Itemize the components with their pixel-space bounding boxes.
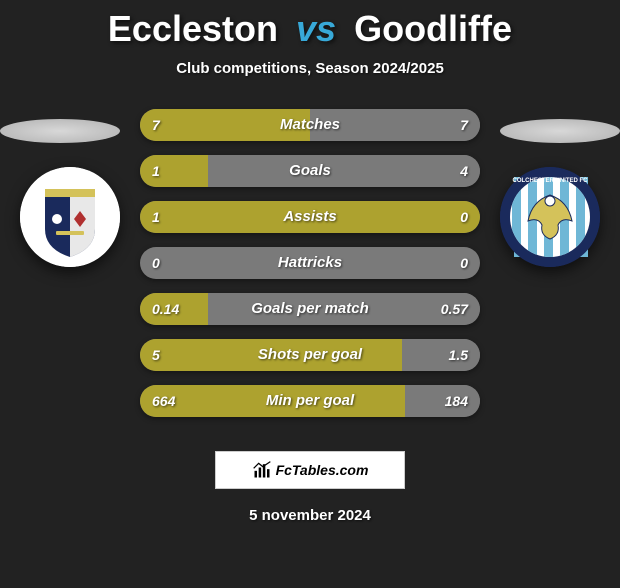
svg-text:COLCHESTER UNITED FC: COLCHESTER UNITED FC	[513, 178, 589, 184]
stat-bar-left	[140, 293, 208, 325]
stat-bar-right	[208, 155, 480, 187]
stat-value-right: 0	[460, 247, 468, 279]
subtitle: Club competitions, Season 2024/2025	[0, 60, 620, 77]
stat-bar-left	[140, 109, 310, 141]
stat-bar-left	[140, 155, 208, 187]
stat-value-left: 0	[152, 247, 160, 279]
stat-row: 0 0Hattricks	[140, 247, 480, 279]
stat-row: 77Matches	[140, 109, 480, 141]
chart-icon	[252, 460, 272, 480]
platform-left	[0, 119, 120, 143]
platform-right	[500, 119, 620, 143]
date-label: 5 november 2024	[0, 507, 620, 524]
stat-bar-left	[140, 339, 402, 371]
stat-row: 14Goals	[140, 155, 480, 187]
stat-row: 664184Min per goal	[140, 385, 480, 417]
player2-name: Goodliffe	[354, 8, 512, 49]
stat-label: Hattricks	[140, 247, 480, 279]
stats-container: 77Matches 14Goals 10Assists 0 0Hattricks 0.14…	[140, 109, 480, 431]
comparison-stage: COLCHESTER UNITED FC 77Matches 14Goals 10A…	[0, 97, 620, 437]
stat-bar-right	[208, 293, 480, 325]
stat-bar-left	[140, 201, 480, 233]
stat-row: 0.140.57Goals per match	[140, 293, 480, 325]
stat-bar-right	[405, 385, 480, 417]
source-badge: FcTables.com	[215, 451, 405, 489]
brand-label: FcTables.com	[276, 462, 369, 478]
team-crest-left	[20, 167, 120, 267]
stat-row: 51.5Shots per goal	[140, 339, 480, 371]
team-crest-right: COLCHESTER UNITED FC	[500, 167, 600, 267]
stat-bar-left	[140, 385, 405, 417]
comparison-title: Eccleston vs Goodliffe	[0, 8, 620, 50]
stat-row: 10Assists	[140, 201, 480, 233]
stat-bar-right	[402, 339, 480, 371]
vs-label: vs	[296, 8, 336, 49]
player1-name: Eccleston	[108, 8, 278, 49]
stat-bar-right	[310, 109, 480, 141]
